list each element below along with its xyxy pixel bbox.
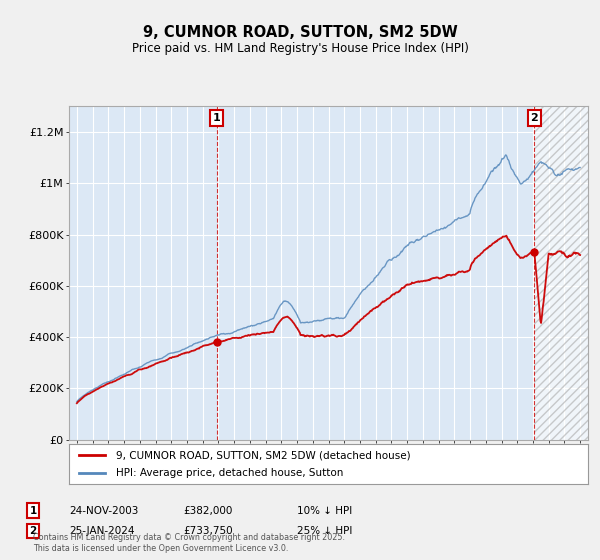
Text: 25-JAN-2024: 25-JAN-2024 xyxy=(69,526,134,536)
Text: Contains HM Land Registry data © Crown copyright and database right 2025.
This d: Contains HM Land Registry data © Crown c… xyxy=(33,533,345,553)
Text: 25% ↓ HPI: 25% ↓ HPI xyxy=(297,526,352,536)
Text: HPI: Average price, detached house, Sutton: HPI: Average price, detached house, Sutt… xyxy=(116,468,343,478)
Text: 9, CUMNOR ROAD, SUTTON, SM2 5DW: 9, CUMNOR ROAD, SUTTON, SM2 5DW xyxy=(143,25,457,40)
Text: Price paid vs. HM Land Registry's House Price Index (HPI): Price paid vs. HM Land Registry's House … xyxy=(131,42,469,55)
Text: 1: 1 xyxy=(29,506,37,516)
Text: 10% ↓ HPI: 10% ↓ HPI xyxy=(297,506,352,516)
Text: £382,000: £382,000 xyxy=(183,506,232,516)
Text: 2: 2 xyxy=(29,526,37,536)
Text: 9, CUMNOR ROAD, SUTTON, SM2 5DW (detached house): 9, CUMNOR ROAD, SUTTON, SM2 5DW (detache… xyxy=(116,450,410,460)
Text: 2: 2 xyxy=(530,113,538,123)
Text: 1: 1 xyxy=(213,113,221,123)
Text: £733,750: £733,750 xyxy=(183,526,233,536)
Text: 24-NOV-2003: 24-NOV-2003 xyxy=(69,506,139,516)
